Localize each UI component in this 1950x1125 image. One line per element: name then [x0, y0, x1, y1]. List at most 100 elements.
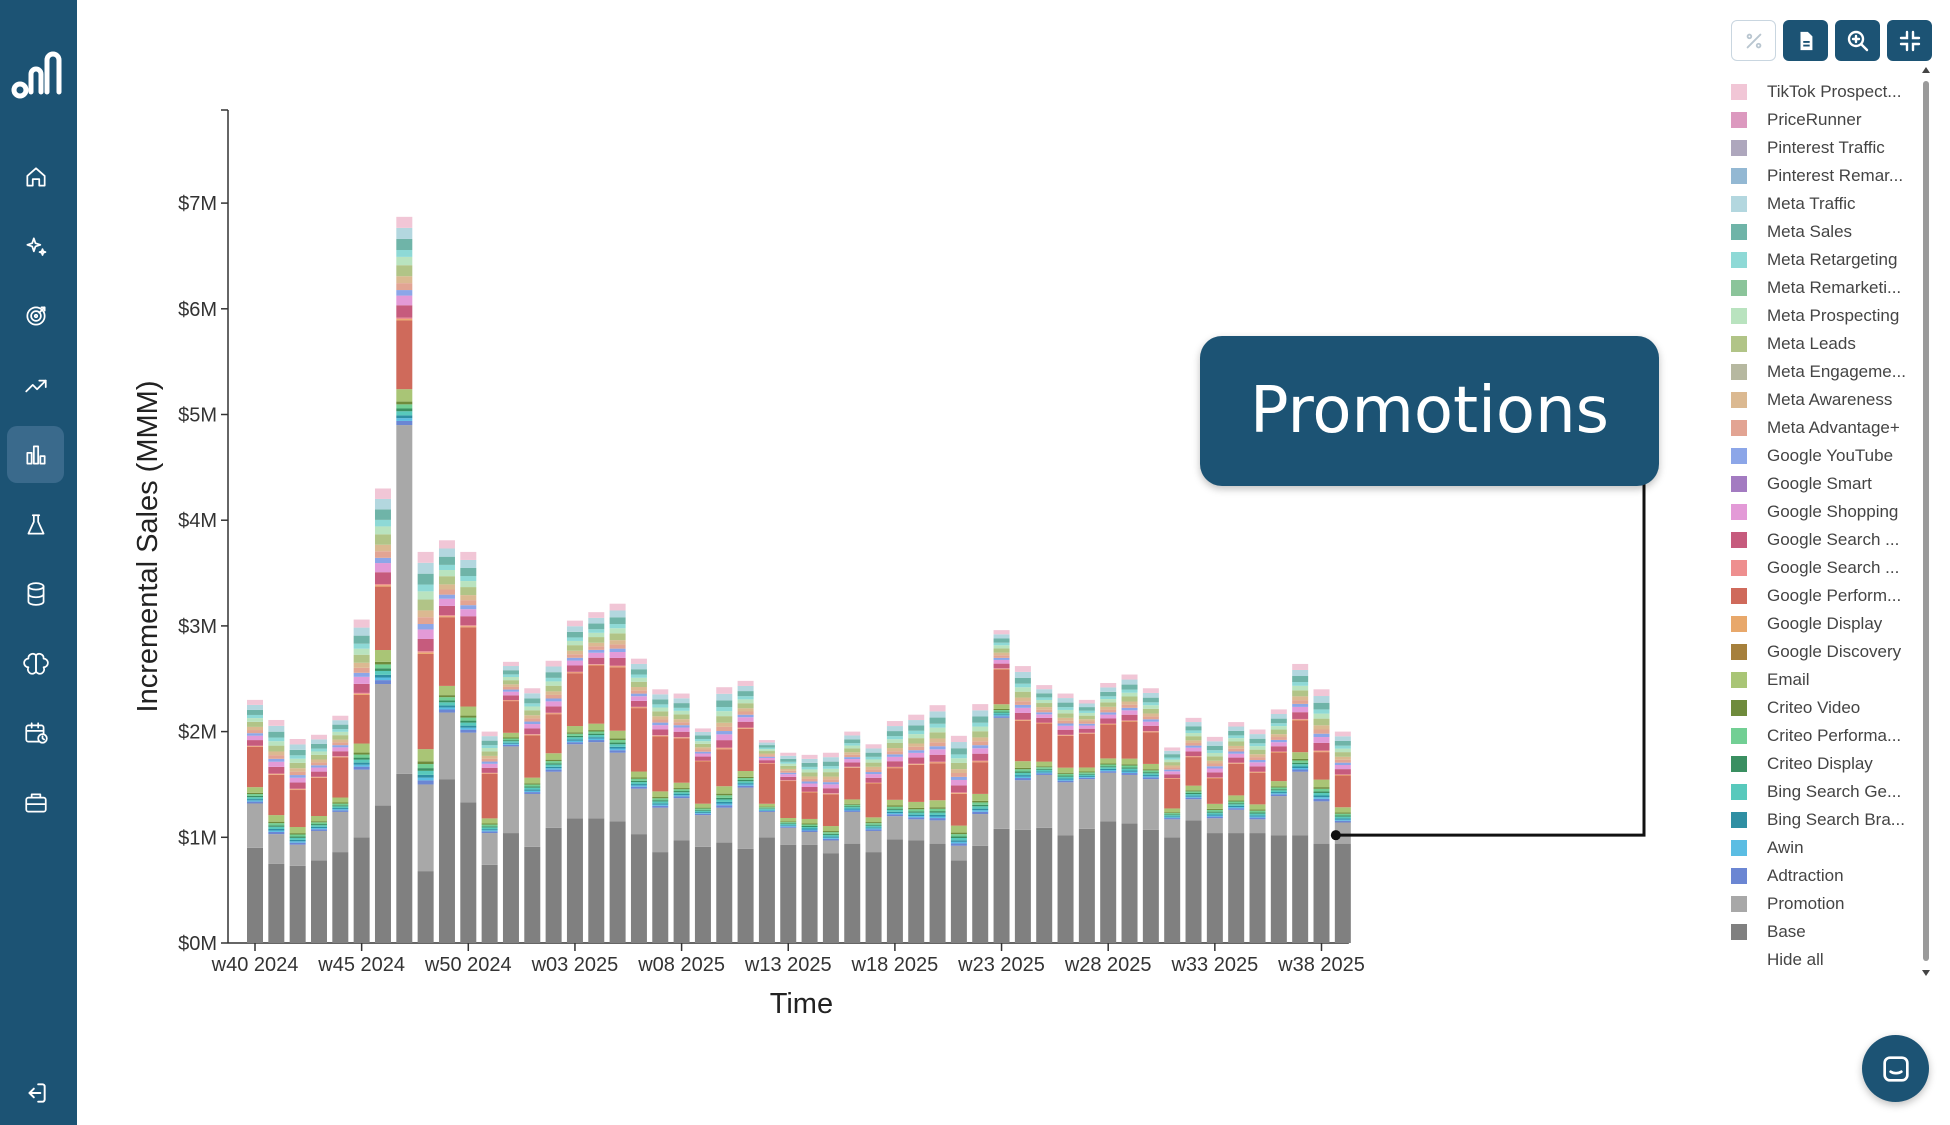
legend-item[interactable]: Meta Engageme...: [1731, 358, 1911, 386]
legend-item[interactable]: Meta Remarketi...: [1731, 274, 1911, 302]
bar-stack[interactable]: [1142, 688, 1159, 943]
bar-stack[interactable]: [929, 705, 946, 943]
bar-stack[interactable]: [716, 687, 733, 943]
sidebar-item-sparkles[interactable]: [7, 218, 64, 275]
legend-item[interactable]: Google Search ...: [1731, 554, 1911, 582]
sidebar-item-flask[interactable]: [7, 496, 64, 553]
chat-button[interactable]: [1862, 1035, 1929, 1102]
bar-stack[interactable]: [460, 551, 477, 943]
legend-item[interactable]: Email: [1731, 666, 1911, 694]
legend-item[interactable]: TikTok Prospect...: [1731, 78, 1911, 106]
legend-item[interactable]: Meta Prospecting: [1731, 302, 1911, 330]
bar-stack[interactable]: [310, 734, 327, 943]
bar-stack[interactable]: [438, 540, 455, 943]
legend-item[interactable]: Awin: [1731, 834, 1911, 862]
bar-stack[interactable]: [588, 612, 605, 943]
legend-item[interactable]: PriceRunner: [1731, 106, 1911, 134]
bar-stack[interactable]: [844, 731, 861, 943]
legend-item[interactable]: Google Smart: [1731, 470, 1911, 498]
sidebar-item-bar-chart[interactable]: [7, 426, 64, 483]
bar-stack[interactable]: [374, 488, 391, 943]
bar-stack[interactable]: [545, 660, 562, 943]
bar-stack[interactable]: [1270, 709, 1287, 943]
bar-stack[interactable]: [1057, 693, 1074, 943]
bar-stack[interactable]: [822, 752, 839, 943]
legend-item[interactable]: Google Perform...: [1731, 582, 1911, 610]
bar-stack[interactable]: [1100, 682, 1117, 943]
bar-stack[interactable]: [908, 714, 925, 943]
bar-stack[interactable]: [353, 619, 370, 943]
bar-stack[interactable]: [1292, 663, 1309, 943]
bar-stack[interactable]: [289, 738, 306, 943]
bar-stack[interactable]: [972, 704, 989, 943]
bar-stack[interactable]: [950, 735, 967, 943]
bar-stack[interactable]: [780, 752, 797, 943]
bar-stack[interactable]: [630, 658, 647, 943]
sidebar-item-briefcase[interactable]: [7, 774, 64, 831]
bar-stack[interactable]: [502, 661, 519, 943]
legend-item[interactable]: Google Search ...: [1731, 526, 1911, 554]
percent-toggle-button[interactable]: [1731, 20, 1776, 61]
legend-item[interactable]: Meta Traffic: [1731, 190, 1911, 218]
bar-stack[interactable]: [1014, 666, 1031, 943]
bar-stack[interactable]: [1334, 731, 1351, 943]
bar-stack[interactable]: [481, 731, 498, 943]
export-button[interactable]: [1783, 20, 1828, 61]
bar-stack[interactable]: [758, 740, 775, 943]
legend-item[interactable]: Pinterest Remar...: [1731, 162, 1911, 190]
sidebar-item-calendar-clock[interactable]: [7, 704, 64, 761]
legend-item[interactable]: Criteo Video: [1731, 694, 1911, 722]
bar-stack[interactable]: [694, 728, 711, 943]
bar-stack[interactable]: [566, 620, 583, 943]
legend-item[interactable]: Meta Retargeting: [1731, 246, 1911, 274]
bar-stack[interactable]: [396, 216, 413, 943]
legend-item[interactable]: Meta Leads: [1731, 330, 1911, 358]
sidebar-item-target[interactable]: [7, 287, 64, 344]
sidebar-item-home[interactable]: [7, 148, 64, 205]
hide-all-button[interactable]: Hide all: [1731, 946, 1911, 974]
collapse-button[interactable]: [1887, 20, 1932, 61]
logout-icon[interactable]: [7, 1064, 64, 1121]
bar-stack[interactable]: [737, 680, 754, 943]
bar-stack[interactable]: [268, 719, 285, 943]
bar-stack[interactable]: [1313, 689, 1330, 943]
bar-stack[interactable]: [1206, 736, 1223, 943]
bar-stack[interactable]: [993, 630, 1010, 943]
sidebar-item-brain[interactable]: [7, 635, 64, 692]
legend-item[interactable]: Meta Sales: [1731, 218, 1911, 246]
zoom-button[interactable]: [1835, 20, 1880, 61]
legend-item[interactable]: Bing Search Ge...: [1731, 778, 1911, 806]
stacked-bar-chart[interactable]: $0M $1M $2M $3M $4M $5M $6M $7M Incremental Sale…: [77, 0, 1950, 1125]
bar-stack[interactable]: [247, 699, 263, 943]
bar-stack[interactable]: [673, 693, 690, 943]
bar-stack[interactable]: [865, 744, 882, 943]
legend-item[interactable]: Criteo Display: [1731, 750, 1911, 778]
bar-stack[interactable]: [1185, 717, 1202, 943]
bar-stack[interactable]: [652, 689, 669, 943]
app-logo-icon[interactable]: [10, 48, 62, 100]
bar-stack[interactable]: [524, 688, 541, 943]
bar-stack[interactable]: [332, 715, 349, 943]
bar-stack[interactable]: [886, 721, 903, 943]
legend-item[interactable]: Promotion: [1731, 890, 1911, 918]
bar-stack[interactable]: [609, 603, 626, 943]
legend-scrollbar[interactable]: [1921, 65, 1931, 980]
legend-item[interactable]: Google Discovery: [1731, 638, 1911, 666]
legend-item[interactable]: Google YouTube: [1731, 442, 1911, 470]
legend-item[interactable]: Google Shopping: [1731, 498, 1911, 526]
bar-stack[interactable]: [801, 754, 818, 943]
bar-stack[interactable]: [1164, 747, 1181, 943]
legend-item[interactable]: Meta Awareness: [1731, 386, 1911, 414]
sidebar-item-trending-up[interactable]: [7, 357, 64, 414]
bar-stack[interactable]: [1249, 729, 1266, 943]
legend-item[interactable]: Bing Search Bra...: [1731, 806, 1911, 834]
legend-item[interactable]: Criteo Performa...: [1731, 722, 1911, 750]
sidebar-item-database[interactable]: [7, 565, 64, 622]
legend-item[interactable]: Google Display: [1731, 610, 1911, 638]
bar-stack[interactable]: [417, 551, 434, 943]
bar-stack[interactable]: [1078, 699, 1095, 943]
legend-item[interactable]: Adtraction: [1731, 862, 1911, 890]
bar-stack[interactable]: [1036, 685, 1053, 943]
legend-item[interactable]: Pinterest Traffic: [1731, 134, 1911, 162]
legend-item[interactable]: Base: [1731, 918, 1911, 946]
